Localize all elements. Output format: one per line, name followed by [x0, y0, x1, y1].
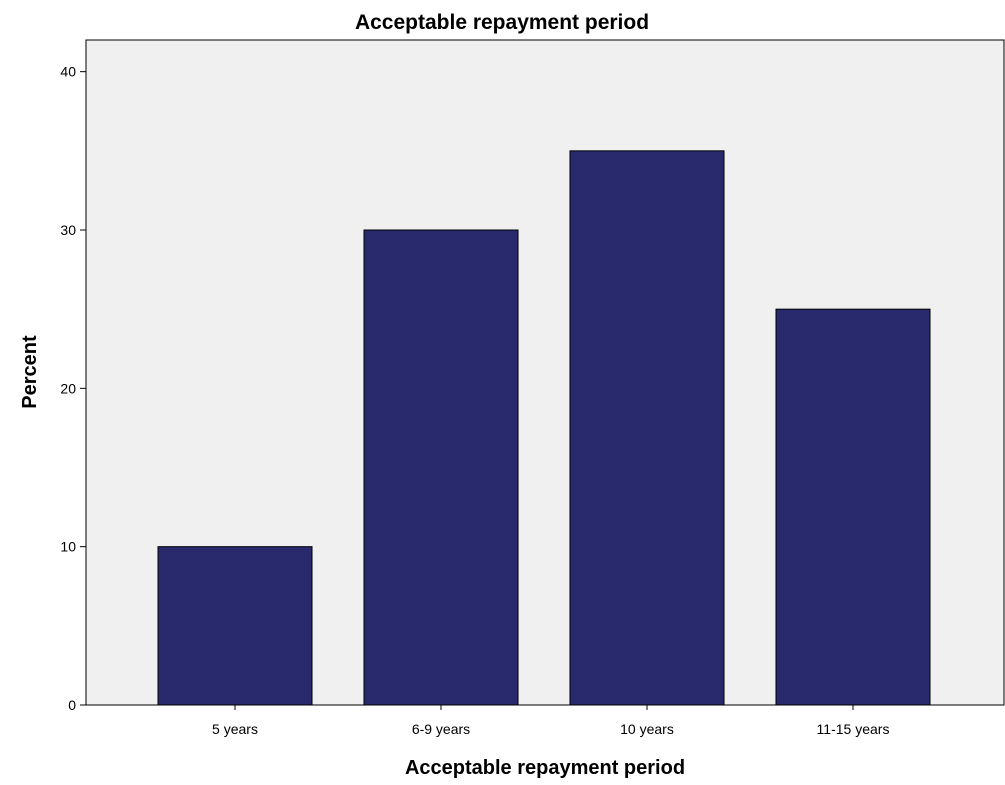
x-axis: 5 years 6-9 years 10 years 11-15 years	[212, 705, 889, 737]
bar-11-15-years	[775, 308, 931, 706]
y-tick-label: 40	[60, 64, 76, 80]
y-tick-label: 30	[60, 222, 76, 238]
bar-5-years	[157, 546, 313, 706]
x-axis-label: Acceptable repayment period	[405, 757, 685, 779]
chart-title: Acceptable repayment period	[355, 11, 649, 34]
bars	[157, 150, 931, 706]
y-tick-label: 10	[60, 539, 76, 555]
x-tick-label: 10 years	[620, 721, 674, 737]
y-axis: 0 10 20 30 40	[60, 64, 86, 713]
y-tick-label: 20	[60, 380, 76, 396]
x-tick-label: 11-15 years	[817, 721, 890, 737]
bar-6-9-years	[363, 229, 519, 706]
y-axis-label: Percent	[19, 335, 41, 409]
bar-10-years	[569, 150, 725, 706]
x-tick-label: 5 years	[212, 721, 258, 737]
x-tick-label: 6-9 years	[412, 721, 470, 737]
y-tick-label: 0	[68, 697, 76, 713]
